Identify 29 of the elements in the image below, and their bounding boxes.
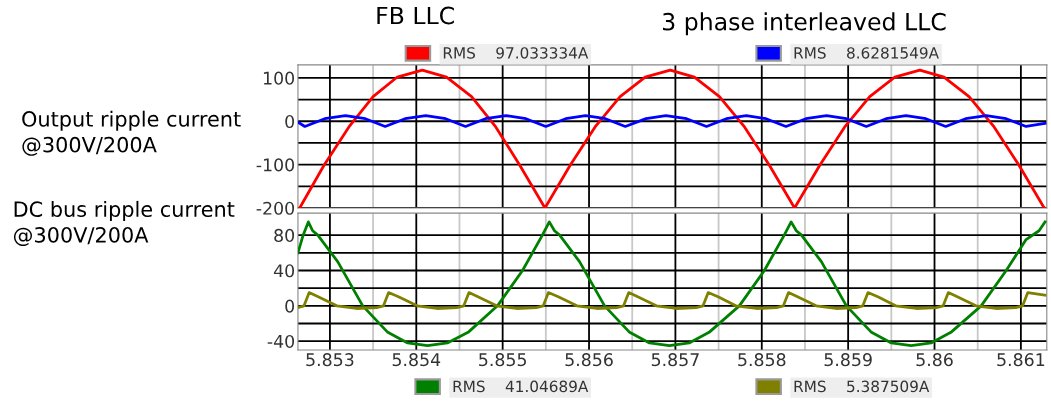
x-tick-label: 5.857 xyxy=(651,353,699,367)
x-tick-label: 5.854 xyxy=(392,353,441,367)
x-tick-label: 5.855 xyxy=(479,353,526,367)
legend-label: RMS 8.6281549A xyxy=(794,47,939,59)
y-tick-label: -200 xyxy=(256,201,295,215)
x-tick-label: 5.856 xyxy=(565,353,613,367)
line-series xyxy=(297,220,1047,347)
y-tick-label: 0 xyxy=(285,114,295,129)
x-tick-label: 5.853 xyxy=(306,353,354,367)
x-tick-label: 5.858 xyxy=(738,353,786,367)
legend-label: RMS 41.04689A xyxy=(453,380,589,393)
legend-label: RMS 97.033334A xyxy=(443,47,589,59)
text: Output ripple current @300V/200A xyxy=(22,110,241,156)
y-tick-label: -40 xyxy=(267,334,295,349)
y-tick-label: 40 xyxy=(273,264,295,278)
text: 3 phase interleaved LLC xyxy=(662,12,946,36)
y-tick-label: 100 xyxy=(263,71,295,85)
x-tick-label: 5.859 xyxy=(824,353,872,367)
line-series xyxy=(298,68,1046,208)
line-series xyxy=(297,291,1047,310)
line-series xyxy=(297,114,1047,128)
y-tick-label: 80 xyxy=(274,228,295,243)
y-tick-label: 0 xyxy=(285,299,295,313)
x-tick-label: 5.86 xyxy=(916,353,953,367)
y-tick-label: -100 xyxy=(256,158,295,172)
text: DC bus ripple current @300V/200A xyxy=(13,200,235,247)
legend-label: RMS 5.387509A xyxy=(794,380,930,393)
text: FB LLC xyxy=(377,6,454,25)
x-tick-label: 5.861 xyxy=(997,353,1045,367)
